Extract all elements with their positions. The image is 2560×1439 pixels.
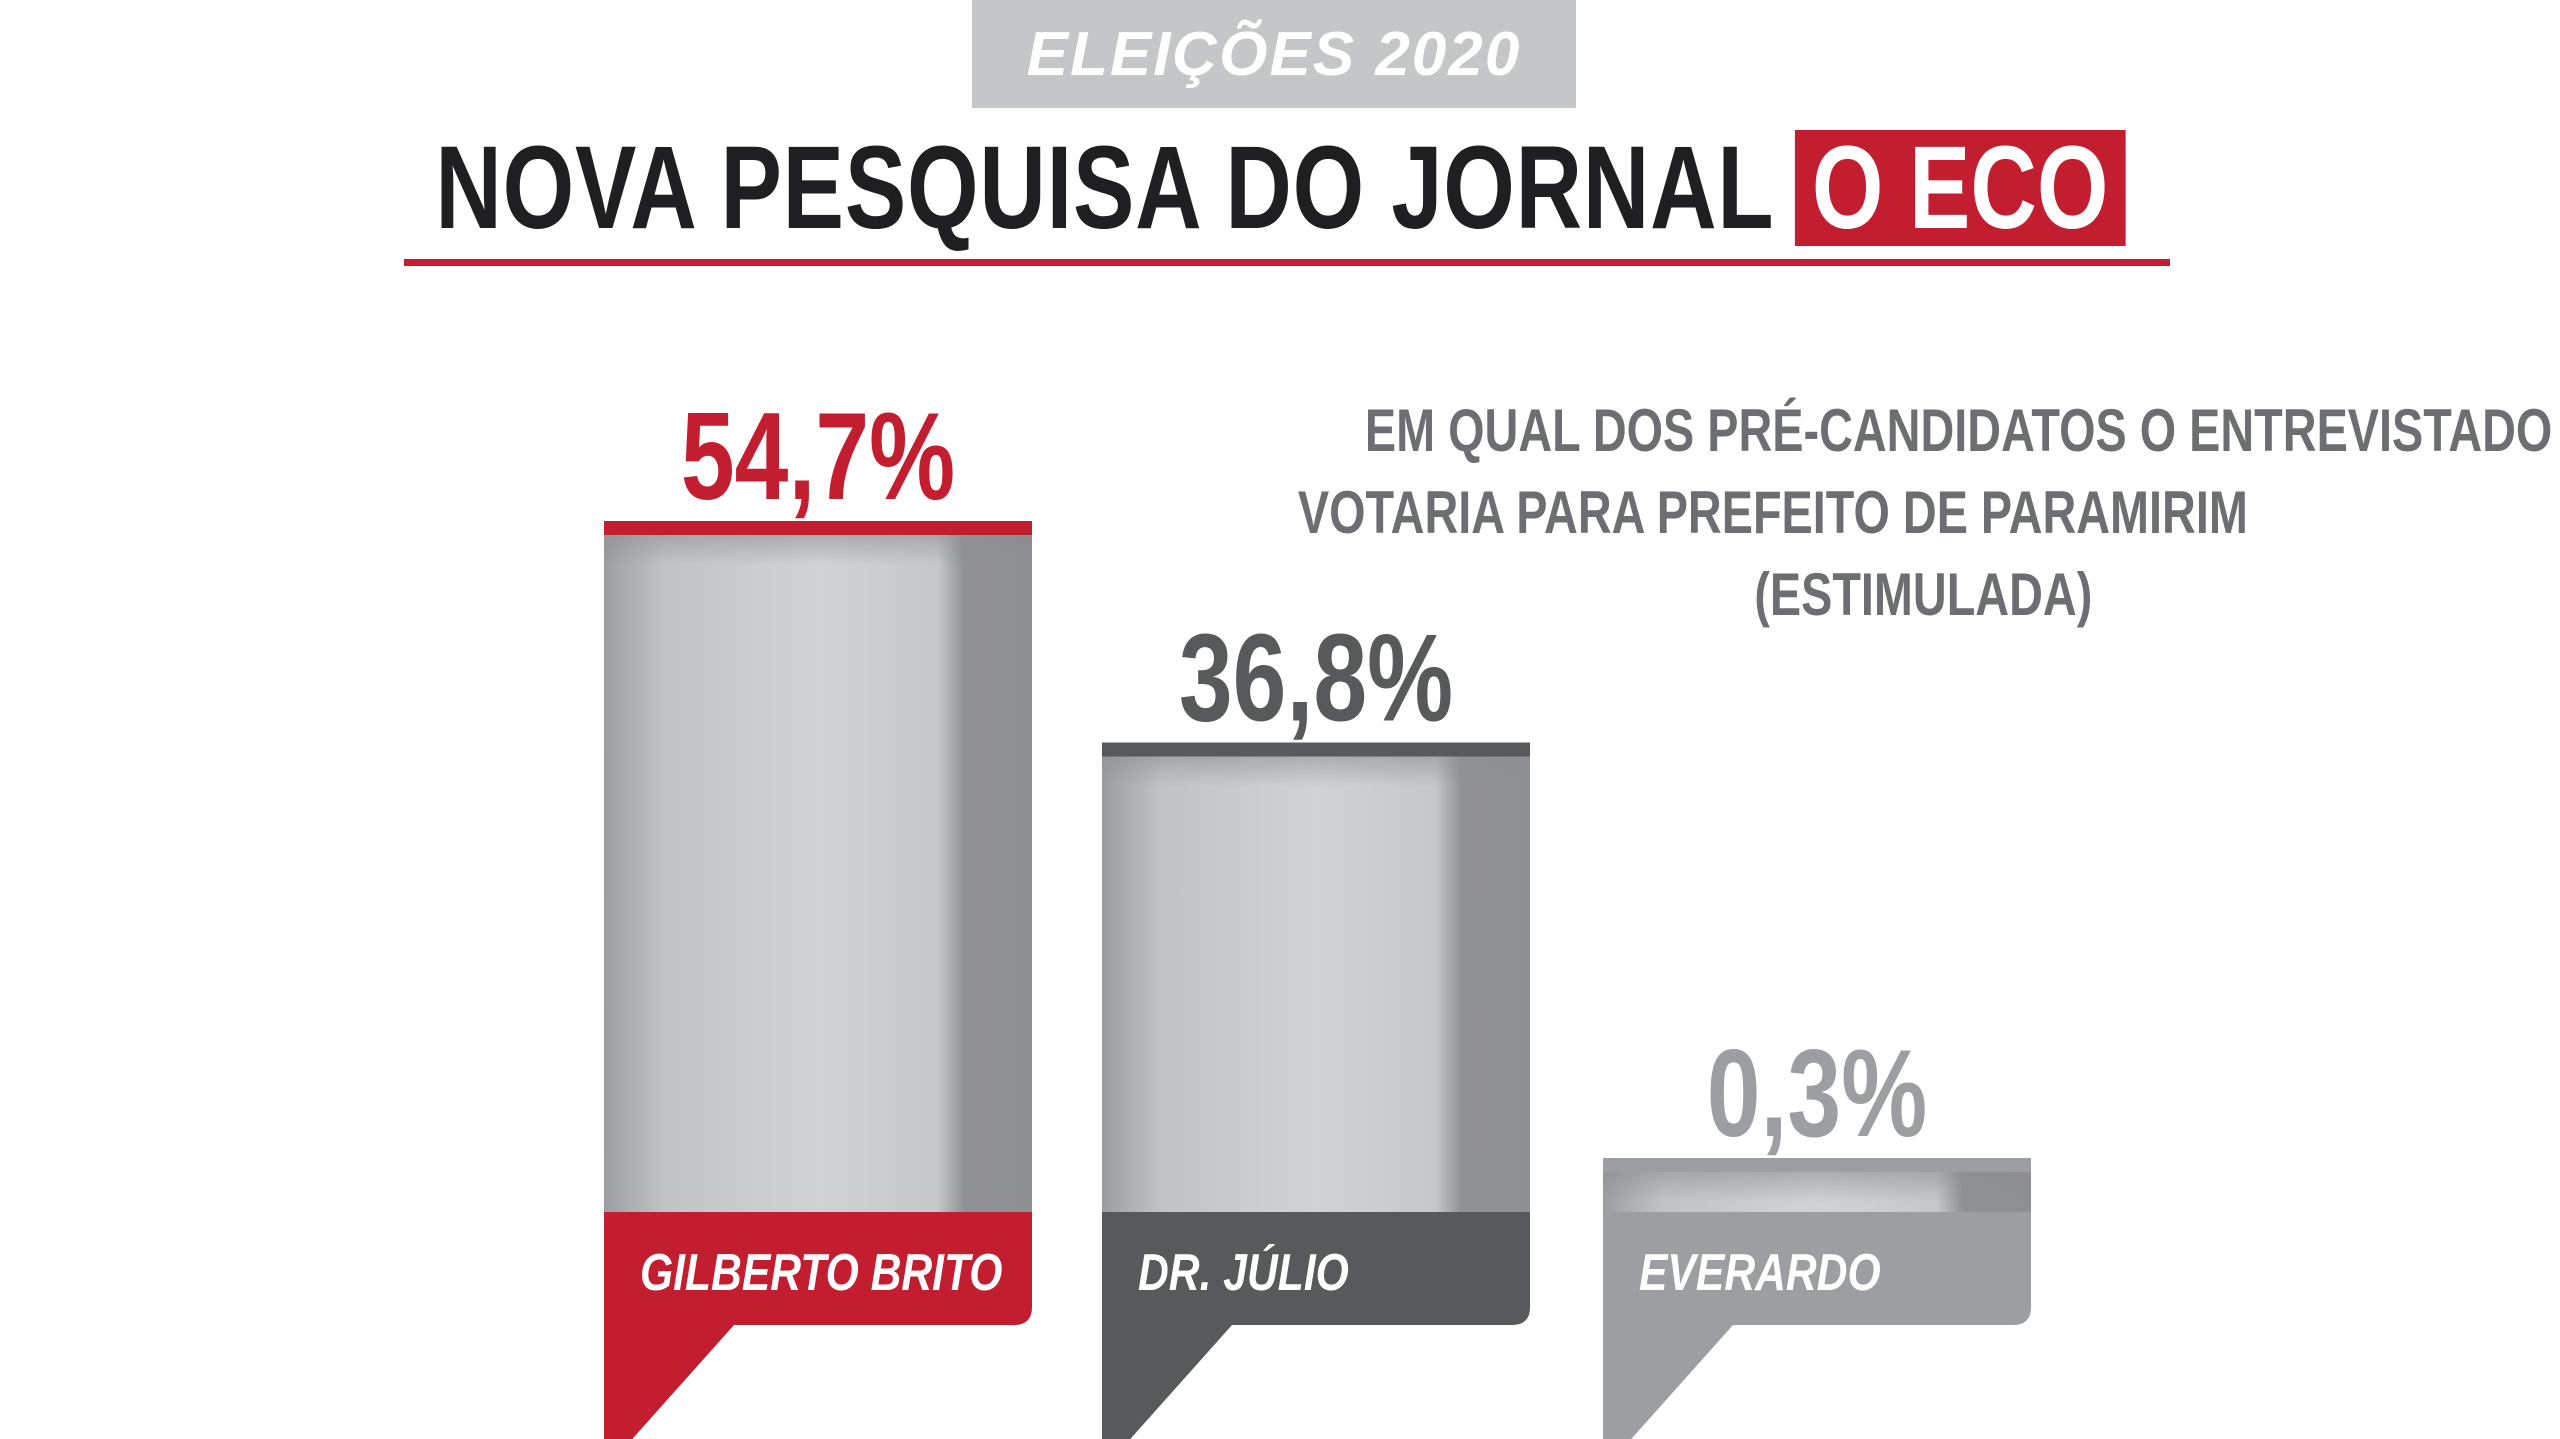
bar-shade	[1102, 756, 1530, 787]
bar	[604, 535, 1032, 1212]
category-label: GILBERTO BRITO	[640, 1244, 1002, 1302]
brand-box: O ECO	[1794, 129, 2126, 247]
headline-text: NOVA PESQUISA DO JORNAL	[434, 122, 1774, 254]
bar	[1102, 756, 1530, 1212]
value-label: 36,8%	[1179, 608, 1453, 747]
category-band	[604, 1212, 1032, 1439]
bar-cap	[1102, 742, 1530, 759]
election-tag: ELEIÇÕES 2020	[972, 0, 1576, 108]
bar-cap	[604, 521, 1032, 537]
bar-shade	[604, 535, 1032, 565]
headline: NOVA PESQUISA DO JORNAL O ECO	[0, 122, 2560, 254]
question-line: VOTARIA PARA PREFEITO DE PARAMIRIM	[1297, 479, 2248, 546]
category-label: EVERARDO	[1639, 1244, 1881, 1302]
question-line: (ESTIMULADA)	[1754, 561, 2092, 628]
value-label: 54,7%	[681, 386, 955, 525]
category-band	[1603, 1212, 2031, 1439]
question-text: EM QUAL DOS PRÉ-CANDIDATOS O ENTREVISTAD…	[1030, 390, 2552, 636]
header-rule	[404, 259, 2170, 266]
bar-cap	[1603, 1158, 2031, 1174]
question-line: EM QUAL DOS PRÉ-CANDIDATOS O ENTREVISTAD…	[1364, 397, 2553, 464]
bar-shade	[1603, 1172, 2031, 1202]
category-band	[1102, 1212, 1530, 1439]
category-label: DR. JÚLIO	[1138, 1243, 1349, 1302]
value-label: 0,3%	[1707, 1023, 1927, 1162]
